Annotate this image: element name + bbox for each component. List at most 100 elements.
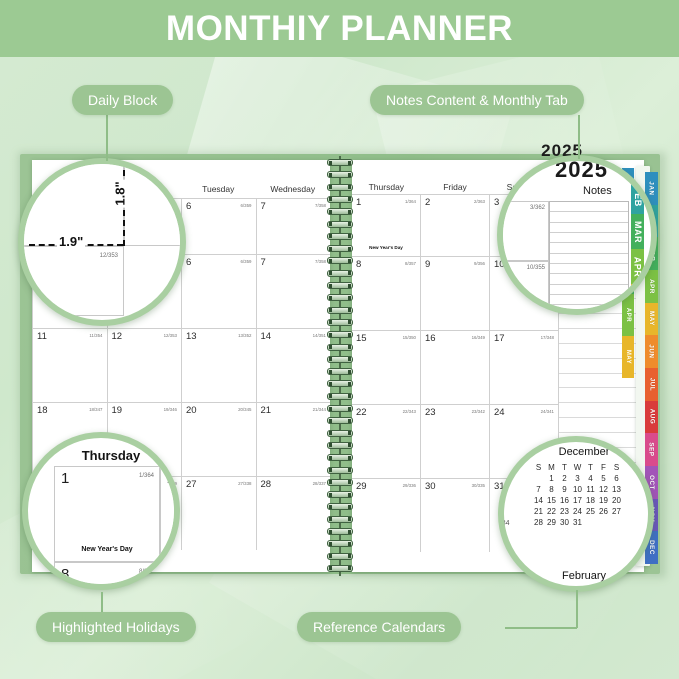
calendar-day-cell[interactable]: 23 23/342 [421, 404, 490, 478]
calendar-day-cell[interactable]: 7 7/358 [256, 198, 330, 254]
day-count: 29/336 [402, 483, 416, 488]
calendar-day-cell[interactable]: 16 16/349 [421, 330, 490, 404]
magnifier-highlighted-holidays: Thursday 1 1/364 New Year's Day 2 8 8/35… [22, 432, 180, 590]
month-tab-label: AUG [648, 409, 655, 425]
note-line[interactable] [559, 388, 644, 404]
zoom-cell-2: 2 [160, 466, 174, 562]
zoom-note-line[interactable] [550, 223, 628, 233]
zoom-dow-label: F [601, 463, 606, 472]
spiral-coil [327, 195, 353, 203]
zoom-reference-day: 31 [573, 518, 582, 527]
zoom-note-line[interactable] [550, 233, 628, 244]
zoom-month-tab-apr[interactable]: APR [631, 249, 644, 284]
zoom-day-count: 3/362 [529, 205, 545, 211]
calendar-day-cell[interactable]: 11 11/354 [33, 328, 108, 402]
calendar-day-cell[interactable]: 27 27/338 [182, 476, 257, 550]
calendar-day-cell[interactable]: 7 7/358 [256, 254, 330, 328]
zoom-reference-day: 22 [547, 507, 556, 516]
day-count: 6/359 [240, 203, 252, 208]
zoom-note-line[interactable] [550, 285, 628, 295]
spiral-coil [327, 245, 353, 253]
calendar-day-cell[interactable]: 2 2/363 [421, 194, 490, 256]
day-number: 9 [425, 259, 431, 270]
callout-reference-calendars[interactable]: Reference Calendars [297, 612, 462, 642]
zoom-month-tab-may[interactable]: MAY [631, 284, 644, 309]
zoom-reference-calendar-title: December [558, 446, 610, 458]
calendar-day-cell[interactable]: 6 6/359 [182, 254, 257, 328]
magnifier-notes-tabs: 2025 Notes 3/362 10/355 FEB MAR APR MAY [497, 155, 657, 315]
month-tab-jun[interactable]: JUN [645, 335, 658, 368]
zoom-note-line[interactable] [550, 274, 628, 285]
day-header: Wednesday [270, 184, 316, 194]
calendar-day-cell[interactable]: 21 21/344 [256, 402, 330, 476]
calendar-day-cell[interactable]: 12 12/353 [107, 328, 182, 402]
calendar-day-cell[interactable]: 28 28/337 [256, 476, 330, 550]
day-count: 12/353 [163, 333, 177, 338]
month-tab-apr[interactable]: APR [645, 270, 658, 303]
zoom-neighbor-day-18: 18 [28, 438, 32, 444]
zoom-note-line[interactable] [550, 243, 628, 254]
zoom-day-number: 1 [61, 470, 70, 487]
day-number: 13 [186, 331, 197, 342]
calendar-day-cell[interactable]: 17 17/348 [490, 330, 558, 404]
month-tab-label: APR [648, 278, 655, 294]
spiral-spine [339, 156, 341, 576]
month-tab-inner-may[interactable]: MAY [622, 336, 634, 378]
spiral-coil [327, 454, 353, 462]
zoom-dow-label: S [613, 463, 620, 472]
zoom-note-line[interactable] [550, 254, 628, 264]
calendar-day-cell[interactable]: 30 30/335 [421, 478, 490, 552]
calendar-day-cell[interactable]: 13 13/352 [182, 328, 257, 402]
calendar-day-cell[interactable]: 1 1/364 New Year's Day [352, 194, 421, 256]
zoom-month-tab-feb[interactable]: FEB [631, 179, 644, 214]
calendar-day-cell[interactable]: 14 14/351 [256, 328, 330, 402]
month-tab-sep[interactable]: SEP [645, 433, 658, 466]
note-line[interactable] [559, 344, 644, 359]
spiral-coil [327, 257, 353, 265]
month-tab-aug[interactable]: AUG [645, 400, 658, 434]
zoom-reference-calendar-grid: S M T W T F S 1 2 3 4 5 6 7 8 9 10 11 12 13 14 15 16 17 18 19 20 21… [532, 462, 623, 528]
zoom-note-line[interactable] [550, 212, 628, 223]
month-tab-jan[interactable]: JAN [645, 172, 658, 205]
note-line[interactable] [559, 418, 644, 433]
note-line[interactable] [559, 374, 644, 389]
note-line[interactable] [559, 403, 644, 419]
zoom-month-tab-mar[interactable]: MAR [631, 214, 644, 249]
zoom-reference-day: 29 [547, 518, 556, 527]
dimension-label-width: 1.9" [57, 234, 86, 249]
zoom-day-count: 12/353 [99, 253, 118, 259]
callout-highlighted-holidays[interactable]: Highlighted Holidays [36, 612, 196, 642]
note-line[interactable] [559, 329, 644, 344]
zoom-note-line[interactable] [550, 295, 628, 306]
note-line[interactable] [559, 299, 644, 314]
calendar-day-cell[interactable]: 15 15/350 [352, 330, 421, 404]
zoom-month-tabs: FEB MAR APR MAY [631, 179, 644, 309]
spiral-coil [327, 220, 353, 228]
day-number: 6 [186, 201, 192, 212]
zoom-note-line[interactable] [550, 264, 628, 275]
calendar-day-cell[interactable]: 20 20/345 [182, 402, 257, 476]
zoom-note-line[interactable] [550, 202, 628, 213]
spiral-coil [327, 232, 353, 240]
spiral-coil [327, 491, 353, 499]
month-tab-may[interactable]: MAY [645, 302, 658, 336]
callout-daily-block[interactable]: Daily Block [72, 85, 174, 115]
calendar-day-cell[interactable]: 6 6/359 [182, 198, 257, 254]
callout-notes-monthly-tab[interactable]: Notes Content & Monthly Tab [370, 85, 584, 115]
day-number: 17 [494, 333, 505, 344]
month-tab-jul[interactable]: JUL [645, 368, 658, 401]
day-count: 21/344 [312, 407, 326, 412]
spiral-coil [327, 343, 353, 351]
spiral-coil [327, 159, 353, 166]
zoom-reference-day: 30 [560, 518, 569, 527]
note-line[interactable] [559, 359, 644, 374]
calendar-day-cell[interactable]: 8 8/357 [352, 256, 421, 330]
calendar-day-cell[interactable]: 22 22/343 [352, 404, 421, 478]
calendar-day-cell[interactable]: 29 29/336 [352, 478, 421, 552]
spiral-coil [327, 441, 353, 449]
day-number: 24 [494, 407, 505, 418]
zoom-reference-day: 15 [547, 496, 556, 505]
spiral-coil [327, 183, 353, 191]
calendar-day-cell[interactable]: 9 9/356 [421, 256, 490, 330]
note-line[interactable] [559, 314, 644, 329]
